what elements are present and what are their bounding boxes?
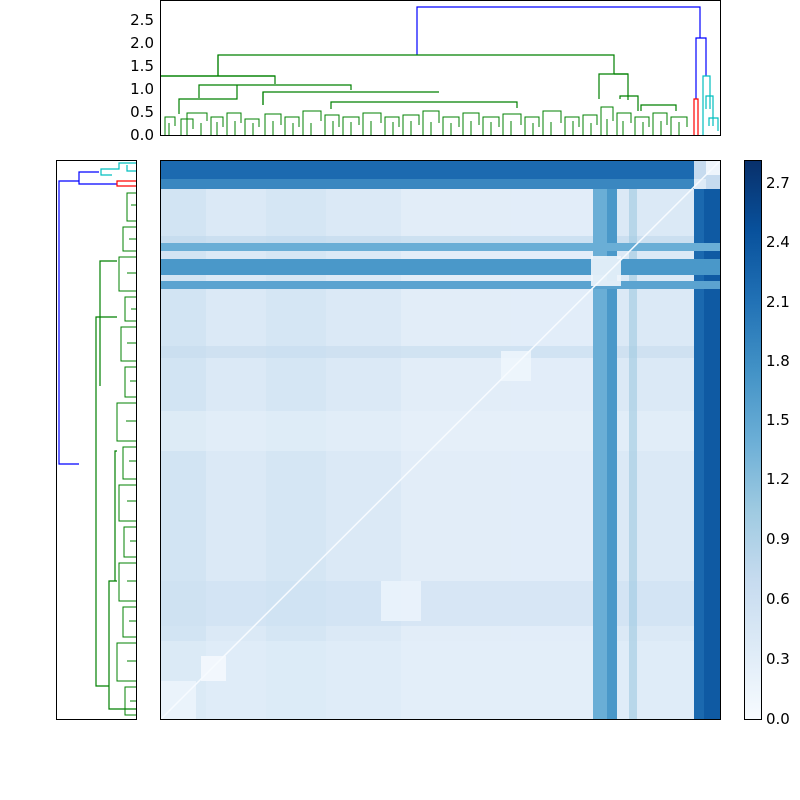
- top-dendrogram: [160, 0, 721, 136]
- heatmap: [160, 160, 721, 720]
- colorbar-tick-label: 2.1: [766, 293, 790, 311]
- colorbar-tick-label: 0.3: [766, 650, 790, 668]
- colorbar-tick-label: 2.7: [766, 174, 790, 192]
- y-tick-label: 1.5: [130, 57, 154, 75]
- colorbar-tick-label: 0.6: [766, 590, 790, 608]
- colorbar-tick-label: 0.0: [766, 710, 790, 728]
- y-tick-label: 0.5: [130, 103, 154, 121]
- colorbar-tick-label: 1.5: [766, 411, 790, 429]
- colorbar-tick-label: 0.9: [766, 530, 790, 548]
- top-dendrogram-plot: [161, 6, 719, 135]
- y-tick-label: 1.0: [130, 80, 154, 98]
- colorbar: [744, 160, 762, 720]
- colorbar-gradient: [745, 161, 761, 719]
- y-tick-label: 2.5: [130, 11, 154, 29]
- y-tick-label: 2.0: [130, 34, 154, 52]
- left-dendrogram: [56, 160, 137, 720]
- y-tick-label: 0.0: [130, 126, 154, 144]
- colorbar-tick-label: 2.4: [766, 233, 790, 251]
- colorbar-tick-label: 1.8: [766, 352, 790, 370]
- left-dendrogram-plot: [58, 162, 136, 716]
- heatmap-matrix: [161, 161, 720, 719]
- colorbar-tick-label: 1.2: [766, 470, 790, 488]
